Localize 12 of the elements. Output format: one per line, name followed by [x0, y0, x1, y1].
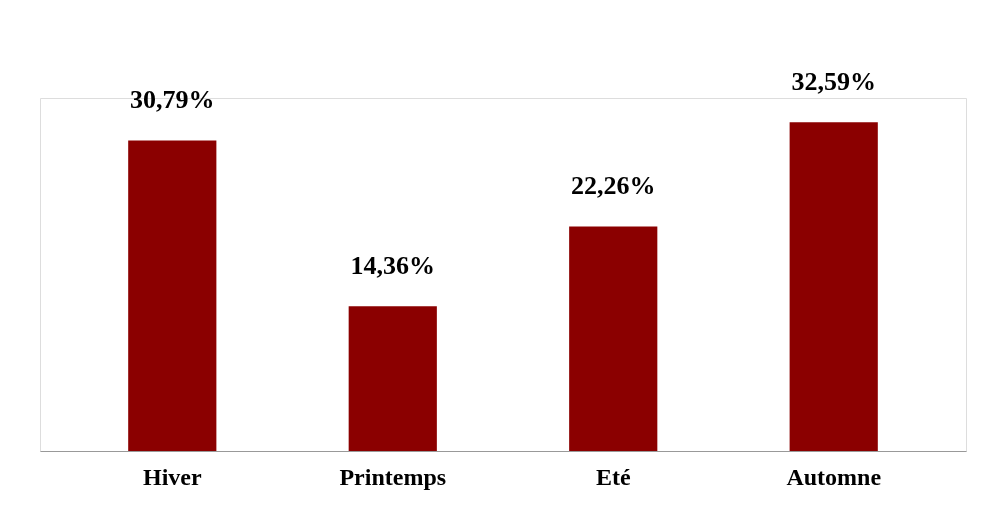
bar: [128, 140, 217, 451]
bar: [569, 226, 658, 451]
bar: [789, 122, 878, 451]
bar: [348, 306, 437, 451]
x-tick-label: Eté: [595, 463, 631, 490]
data-label: 32,59%: [791, 67, 876, 97]
x-tick-label: Printemps: [339, 463, 447, 490]
x-tick-label: Automne: [786, 463, 882, 490]
data-label: 30,79%: [130, 85, 215, 115]
x-tick-label: Hiver: [142, 463, 202, 490]
data-label: 14,36%: [350, 251, 436, 281]
data-label: 22,26%: [570, 171, 656, 201]
